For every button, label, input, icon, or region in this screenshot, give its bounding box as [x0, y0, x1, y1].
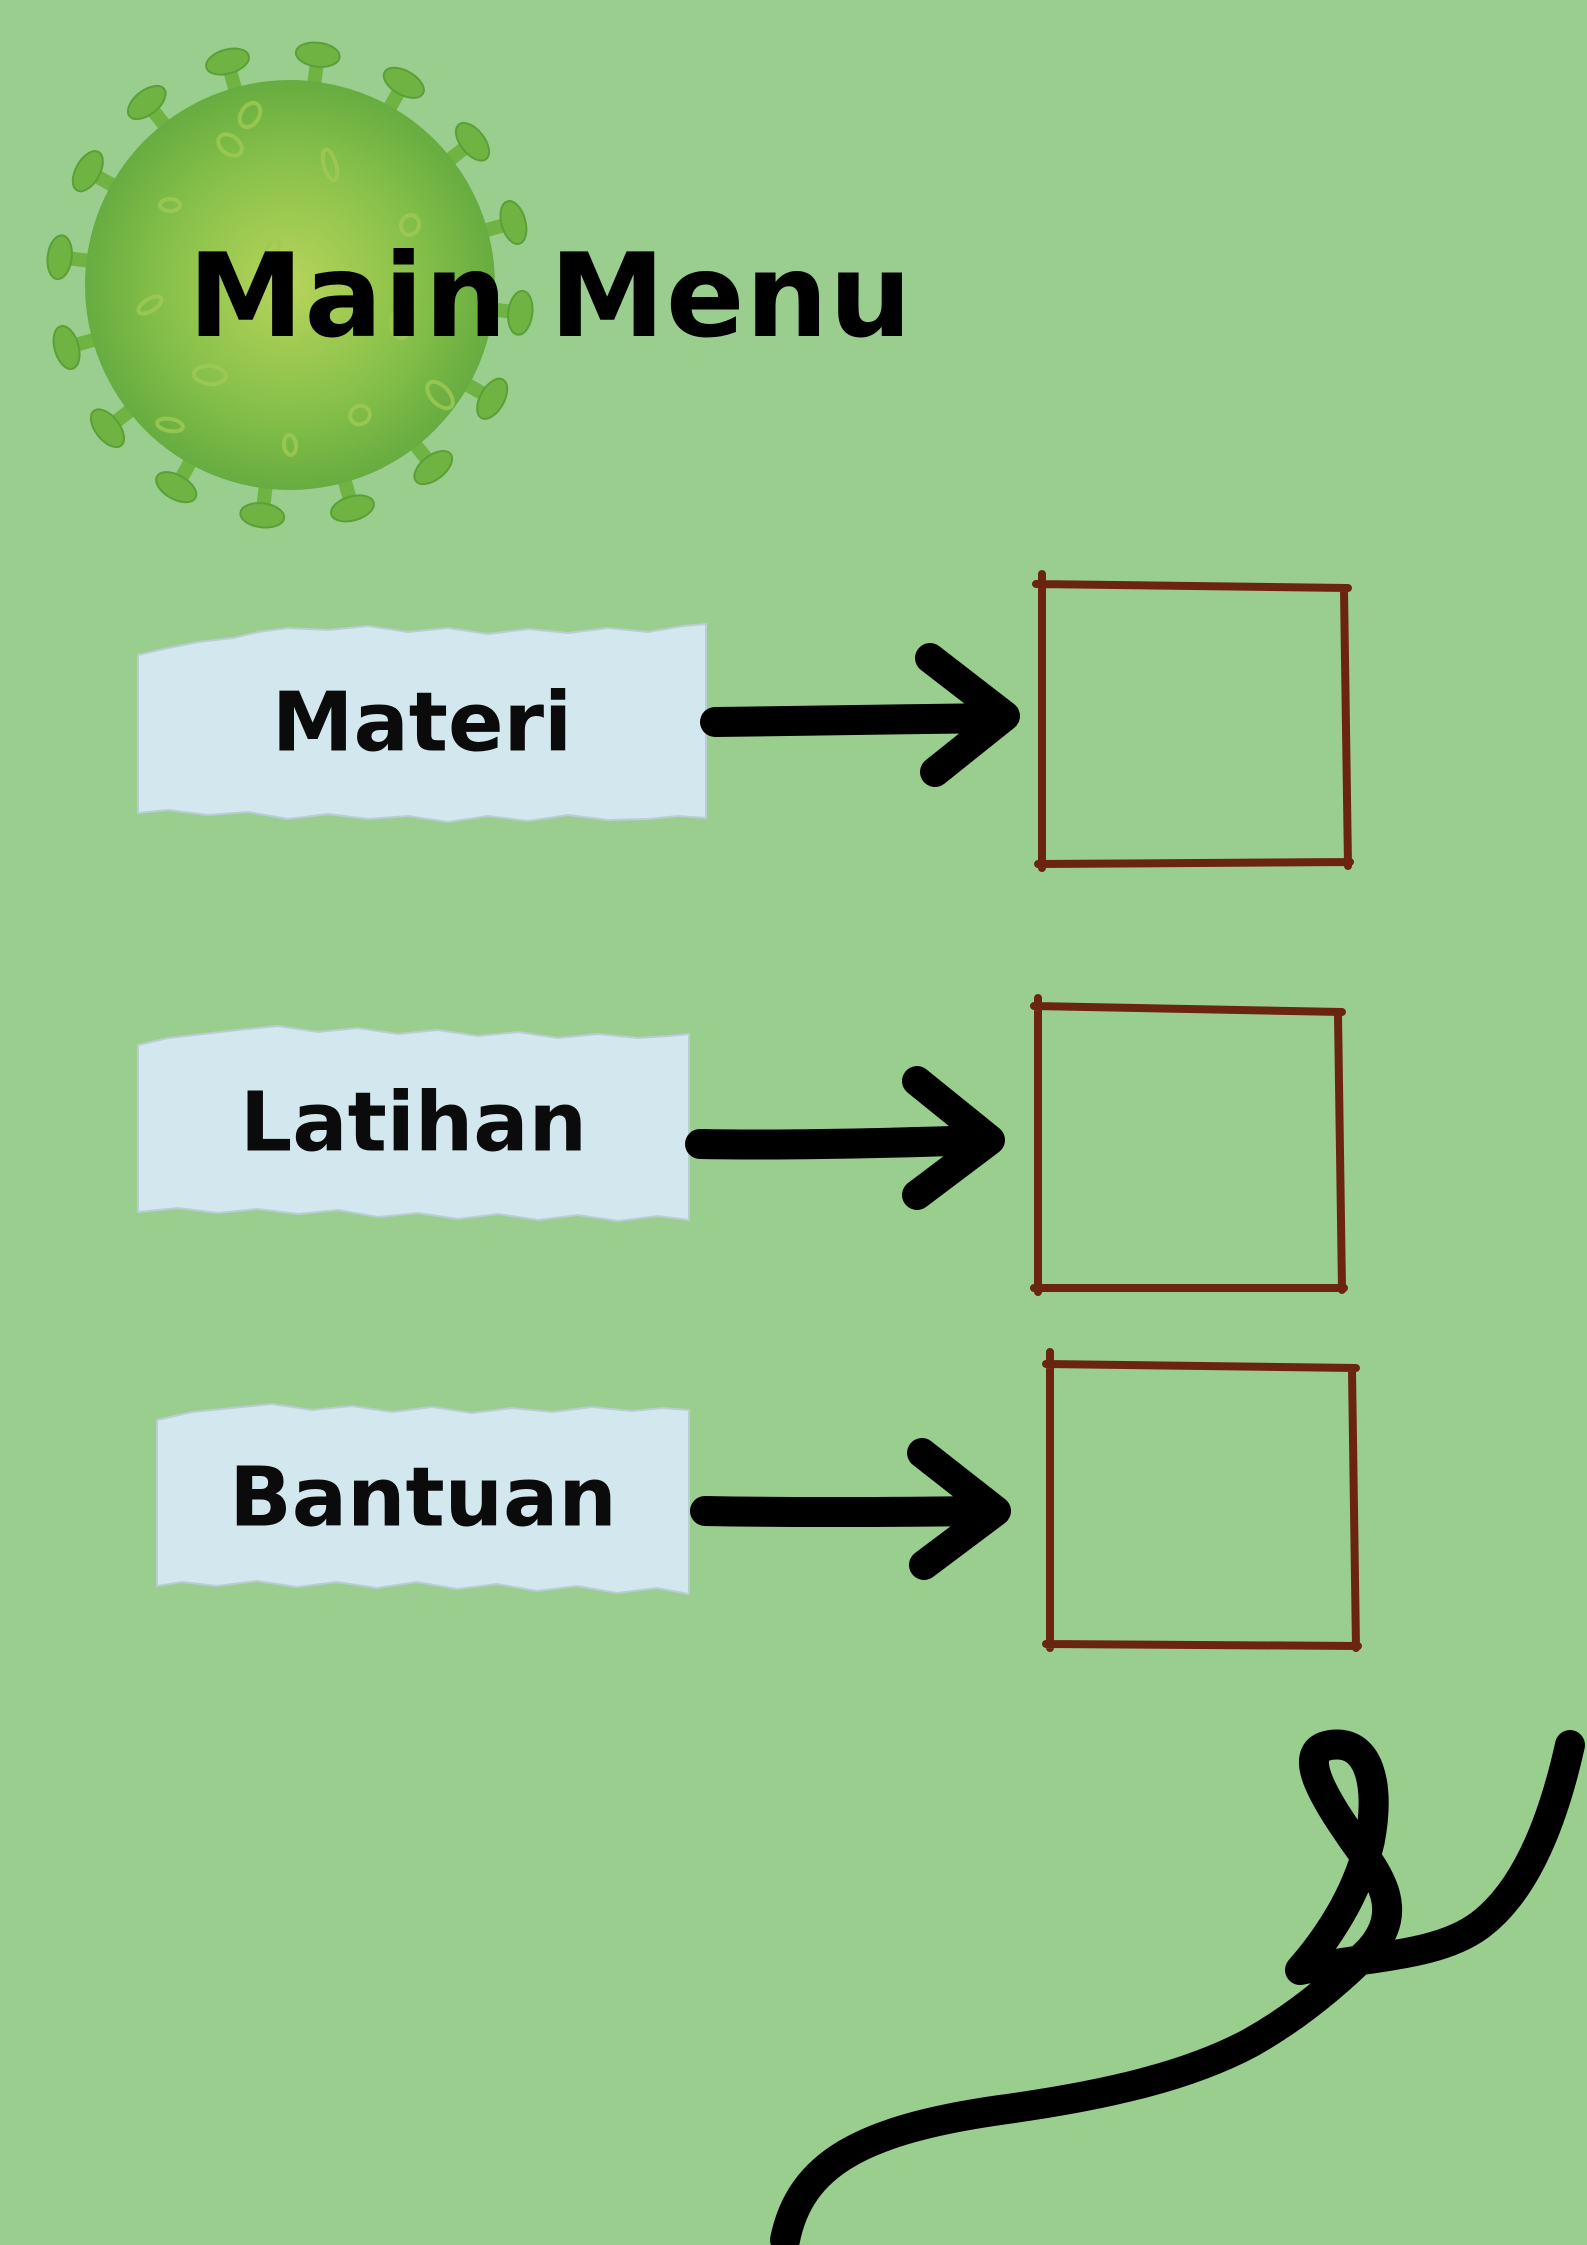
page-title: Main Menu — [188, 229, 913, 364]
arrow-right-icon — [685, 1066, 1005, 1210]
answer-box-latihan[interactable] — [1030, 992, 1350, 1297]
answer-box-bantuan[interactable] — [1040, 1348, 1370, 1653]
menu-label-materi: Materi — [271, 675, 573, 770]
menu-item-latihan[interactable]: Latihan — [137, 1020, 690, 1225]
menu-label-bantuan: Bantuan — [229, 1450, 617, 1546]
arrow-right-icon — [700, 643, 1020, 787]
menu-item-materi[interactable]: Materi — [137, 620, 707, 825]
answer-box-materi[interactable] — [1030, 568, 1360, 873]
torn-paper-shape — [137, 1024, 690, 1223]
virus-icon — [46, 41, 534, 529]
menu-label-latihan: Latihan — [240, 1075, 587, 1170]
squiggle-decoration — [770, 1729, 1585, 2245]
menu-item-bantuan[interactable]: Bantuan — [156, 1398, 690, 1598]
arrow-right-icon — [690, 1438, 1011, 1580]
torn-paper-shape — [156, 1402, 690, 1596]
